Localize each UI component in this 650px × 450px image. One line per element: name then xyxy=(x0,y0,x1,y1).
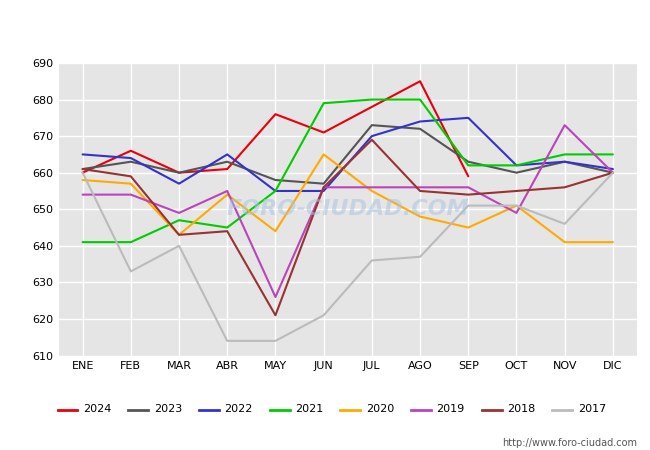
Text: http://www.foro-ciudad.com: http://www.foro-ciudad.com xyxy=(502,438,637,448)
Text: 2024: 2024 xyxy=(83,405,112,414)
Text: 2020: 2020 xyxy=(366,405,394,414)
Text: 2023: 2023 xyxy=(154,405,182,414)
Text: 2022: 2022 xyxy=(224,405,253,414)
Text: 2017: 2017 xyxy=(578,405,606,414)
Text: 2021: 2021 xyxy=(295,405,324,414)
Text: Afiliados en Portillo a 30/9/2024: Afiliados en Portillo a 30/9/2024 xyxy=(193,16,457,34)
Text: 2019: 2019 xyxy=(437,405,465,414)
Text: 2018: 2018 xyxy=(507,405,536,414)
Text: FORO-CIUDAD.COM: FORO-CIUDAD.COM xyxy=(226,199,469,219)
